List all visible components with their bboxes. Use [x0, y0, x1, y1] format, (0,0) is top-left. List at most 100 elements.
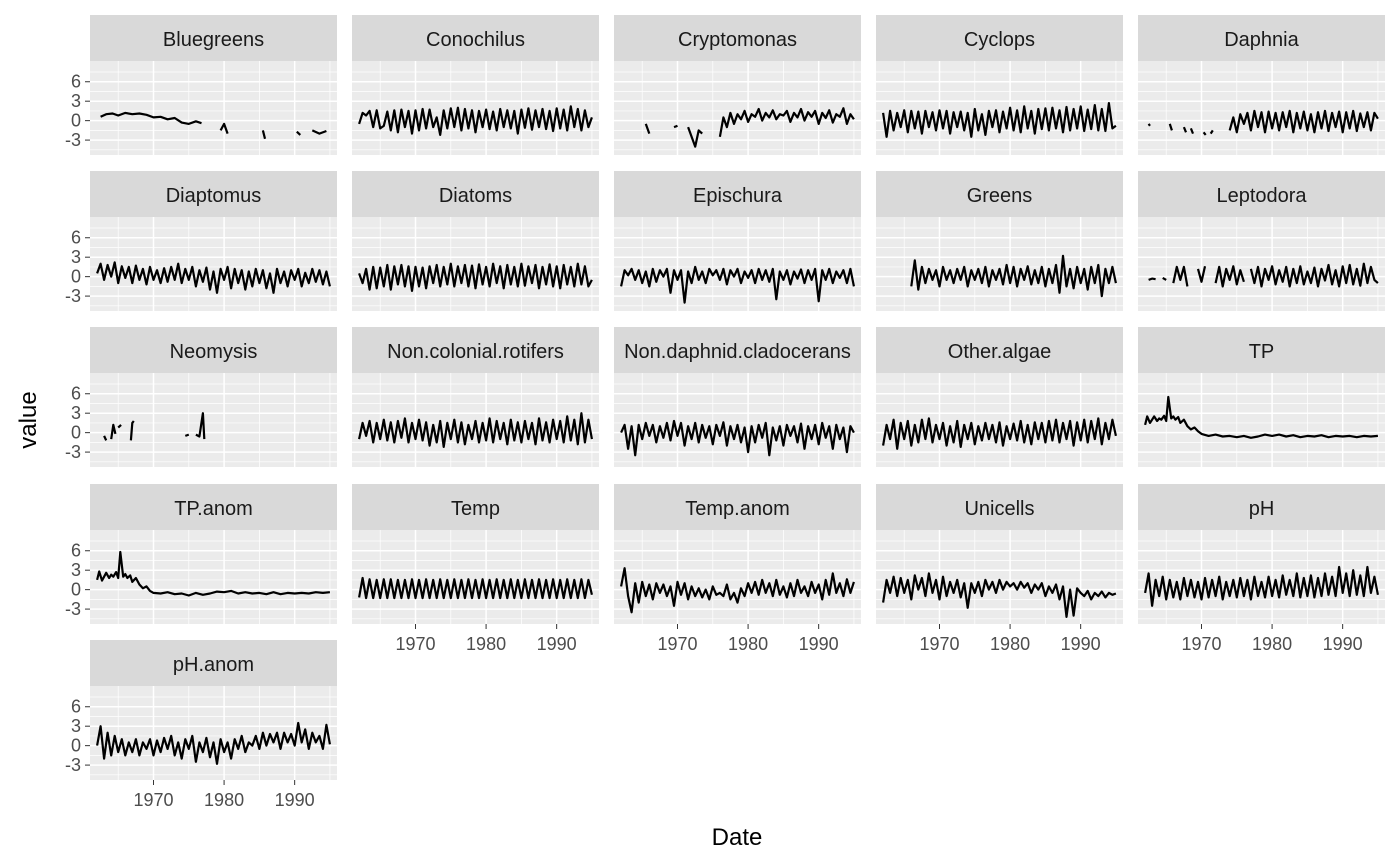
series-line [882, 572, 1117, 619]
strip-label: TP [1249, 341, 1275, 363]
y-tick-label: -3 [65, 442, 81, 462]
y-tick-label: 3 [71, 560, 81, 580]
series-line [311, 129, 327, 135]
panel-background [876, 530, 1123, 624]
strip-label: Temp [451, 498, 500, 520]
x-tick-label: 1990 [1323, 634, 1363, 654]
series-line [195, 412, 206, 440]
strip-label: Epischura [693, 185, 783, 207]
x-tick-label: 1990 [799, 634, 839, 654]
series-line [358, 412, 593, 448]
strip-background [352, 484, 599, 530]
strip-label: Other.algae [948, 341, 1051, 363]
strip-label: Diaptomus [166, 185, 262, 207]
series-line [296, 130, 302, 136]
series-line [1147, 123, 1151, 127]
series-line [882, 417, 1117, 450]
y-tick-label: 6 [71, 541, 81, 561]
series-line [358, 105, 593, 136]
series-line [687, 126, 703, 148]
y-tick-label: 0 [71, 736, 81, 756]
strip-background [90, 484, 337, 530]
y-axis-title: value [15, 391, 42, 448]
strip-background [1138, 484, 1385, 530]
strip-background [90, 327, 337, 373]
y-tick-label: -3 [65, 130, 81, 150]
x-tick-label: 1970 [919, 634, 959, 654]
panel-background [614, 61, 861, 155]
series-line [1144, 395, 1378, 439]
facet-panel: TP [1138, 327, 1385, 467]
facet-panel: Non.daphnid.cladocerans [614, 327, 861, 467]
series-line [96, 721, 331, 765]
facet-panel: pH.anom 630-3 1970 1980 1990 [65, 640, 337, 810]
facet-panel: Non.colonial.rotifers [352, 327, 599, 467]
series-line [1148, 277, 1156, 281]
strip-background [90, 15, 337, 61]
series-line [100, 111, 202, 126]
panel-background [1138, 530, 1385, 624]
panel-background [90, 217, 337, 311]
panel-background [352, 61, 599, 155]
series-line [184, 433, 190, 437]
facet-panel: TP.anom 630-3 [65, 484, 337, 624]
panel-background [876, 61, 1123, 155]
panel-background [876, 217, 1123, 311]
series-line [1202, 131, 1207, 136]
x-tick-label: 1970 [657, 634, 697, 654]
y-tick-label: 6 [71, 384, 81, 404]
x-tick-label: 1970 [1181, 634, 1221, 654]
facet-panel: Daphnia [1138, 15, 1385, 155]
x-tick-label: 1970 [133, 790, 173, 810]
x-tick-label: 1980 [204, 790, 244, 810]
x-tick-label: 1990 [1061, 634, 1101, 654]
y-tick-label: 3 [71, 716, 81, 736]
series-line [1168, 123, 1173, 131]
series-line [644, 123, 651, 134]
y-tick-label: 6 [71, 697, 81, 717]
series-line [910, 254, 1117, 298]
series-line [1144, 565, 1379, 607]
strip-background [90, 640, 337, 686]
strip-label: Diatoms [439, 185, 512, 207]
panel-background [614, 530, 861, 624]
strip-label: Leptodora [1216, 185, 1307, 207]
facet-panel: Leptodora [1138, 171, 1385, 311]
x-tick-label: 1980 [728, 634, 768, 654]
strip-background [614, 171, 861, 217]
series-line [96, 550, 331, 597]
series-line [129, 420, 135, 441]
series-line [882, 101, 1117, 138]
series-line [1214, 265, 1245, 288]
facet-panel: Cryptomonas [614, 15, 861, 155]
facet-panel: Conochilus [352, 15, 599, 155]
series-line [620, 567, 855, 614]
strip-label: Cyclops [964, 29, 1035, 51]
facet-panel: Diaptomus 630-3 [65, 171, 337, 311]
strip-label: Unicells [964, 498, 1034, 520]
strip-label: pH.anom [173, 654, 254, 676]
series-line [1189, 127, 1195, 135]
x-tick-label: 1990 [537, 634, 577, 654]
panel-background [614, 217, 861, 311]
series-line [103, 435, 108, 441]
y-tick-label: 0 [71, 423, 81, 443]
strip-background [876, 15, 1123, 61]
panel-background [352, 530, 599, 624]
panel-background [1138, 61, 1385, 155]
facet-panel: Temp.anom 1970 1980 1990 [614, 484, 861, 654]
facet-panel: Epischura [614, 171, 861, 311]
series-line [219, 122, 229, 134]
strip-background [876, 484, 1123, 530]
strip-background [876, 171, 1123, 217]
series-line [117, 424, 122, 429]
facet-panel: Diatoms [352, 171, 599, 311]
facet-panel: Other.algae [876, 327, 1123, 467]
series-line [1182, 126, 1188, 133]
x-tick-label: 1990 [275, 790, 315, 810]
facet-panel: Bluegreens 630-3 [65, 15, 337, 155]
panel-background [614, 373, 861, 467]
y-tick-label: -3 [65, 755, 81, 775]
panel-background [90, 373, 337, 467]
series-line [96, 261, 331, 294]
